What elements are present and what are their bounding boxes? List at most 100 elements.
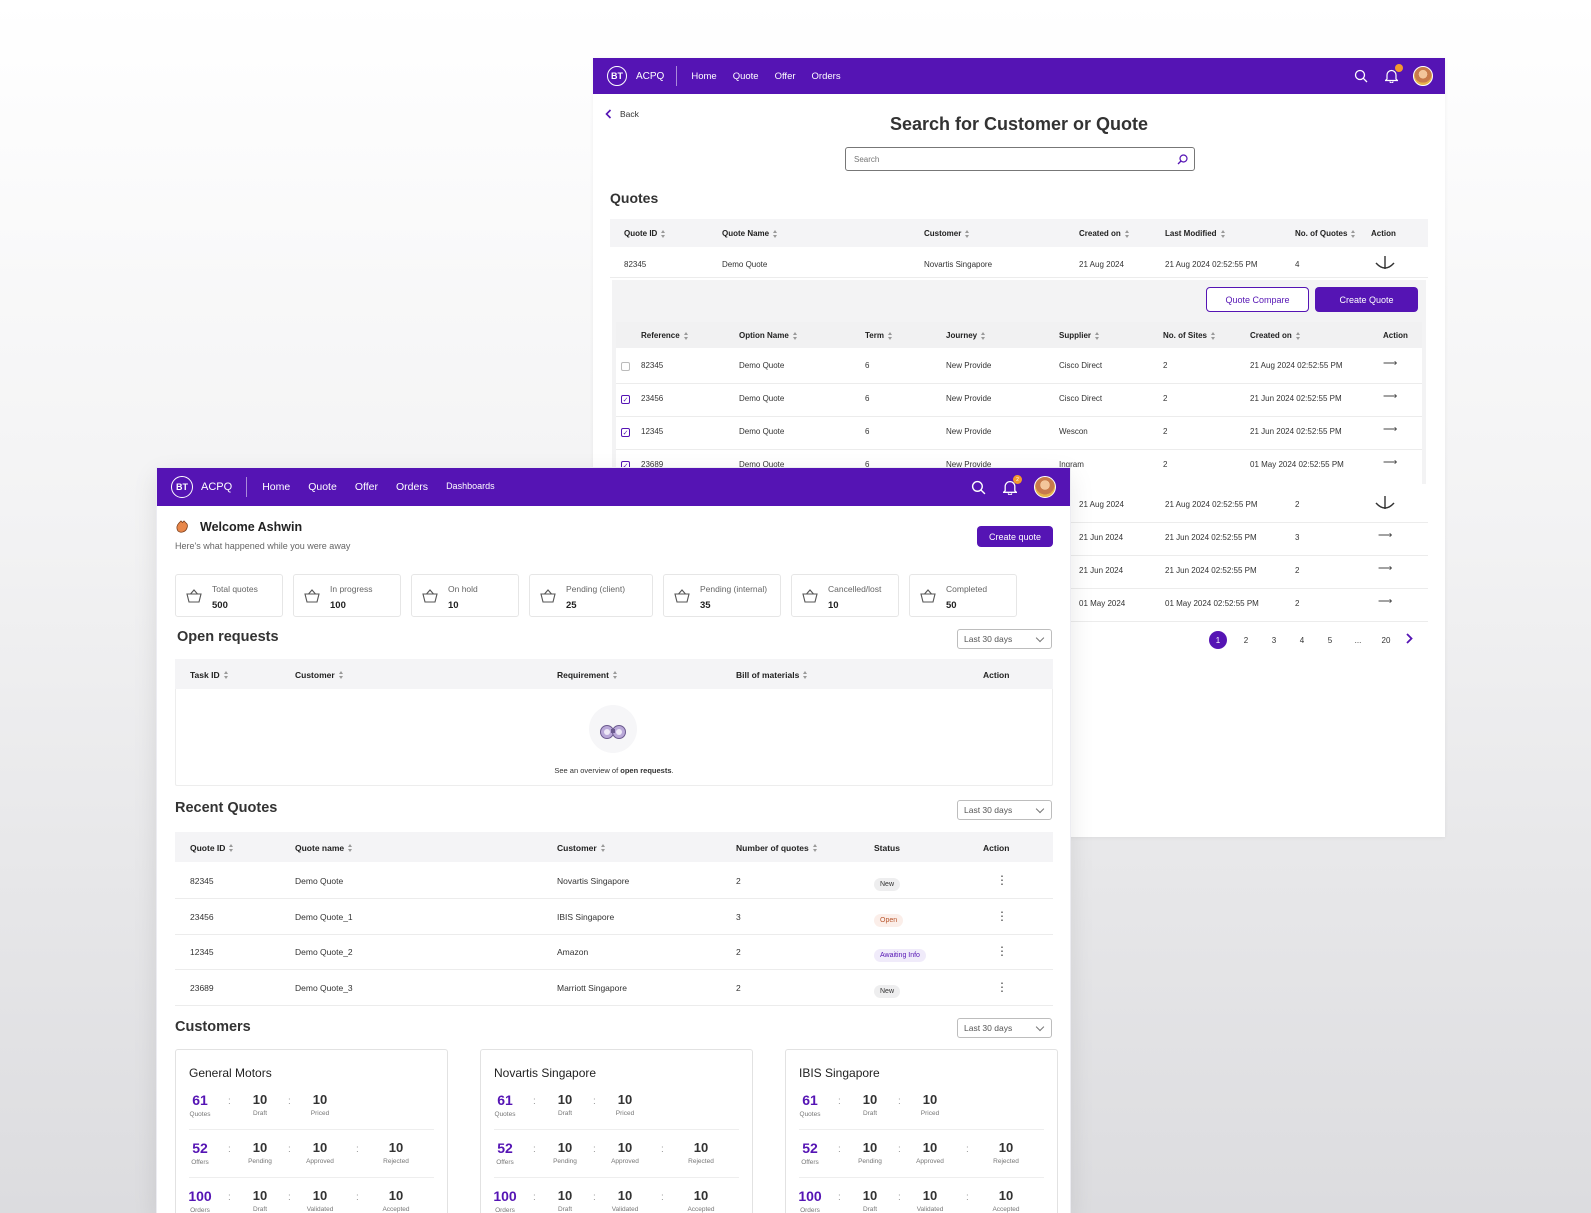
stat-card-total-quotes[interactable]: Total quotes 500 xyxy=(175,574,283,617)
column-header-quote-name[interactable]: Quote Name xyxy=(722,229,778,238)
option-column-term[interactable]: Term xyxy=(865,331,893,340)
sort-icon[interactable] xyxy=(661,229,666,238)
bt-logo[interactable]: BT xyxy=(607,66,627,86)
search-field[interactable] xyxy=(845,147,1195,171)
column-header-last-modified[interactable]: Last Modified xyxy=(1165,229,1226,238)
nav-link-home[interactable]: Home xyxy=(262,481,291,493)
page-5[interactable]: 5 xyxy=(1327,635,1333,645)
customer-card-ibis-singapore[interactable]: IBIS Singapore 61 Quotes: 10 Draft: 10 Priced 5… xyxy=(785,1049,1058,1213)
stat-card-on-hold[interactable]: On hold 10 xyxy=(411,574,519,617)
open-requests-column-bill-of-materials[interactable]: Bill of materials xyxy=(736,670,808,680)
open-requests-column-task-id[interactable]: Task ID xyxy=(190,670,229,680)
quote-compare-button[interactable]: Quote Compare xyxy=(1206,287,1309,312)
nav-link-orders[interactable]: Orders xyxy=(395,481,429,493)
sort-icon[interactable] xyxy=(223,671,229,679)
arrow-right-icon[interactable]: ⟶ xyxy=(1378,563,1393,574)
column-header-quote-id[interactable]: Quote ID xyxy=(624,229,666,238)
stat-card-in-progress[interactable]: In progress 100 xyxy=(293,574,401,617)
nav-link-orders[interactable]: Orders xyxy=(811,70,841,82)
sort-icon[interactable] xyxy=(1124,229,1130,238)
arrow-right-icon[interactable]: ⟶ xyxy=(1383,424,1398,435)
sort-icon[interactable] xyxy=(229,844,234,852)
open-requests-column-requirement[interactable]: Requirement xyxy=(557,670,618,680)
sort-icon[interactable] xyxy=(612,671,618,679)
sort-icon[interactable] xyxy=(1211,331,1216,340)
sort-icon[interactable] xyxy=(1095,331,1100,340)
page-20[interactable]: 20 xyxy=(1381,635,1391,645)
option-column-supplier[interactable]: Supplier xyxy=(1059,331,1100,340)
customer-card-general-motors[interactable]: General Motors 61 Quotes: 10 Draft: 10 Priced 5… xyxy=(175,1049,448,1213)
page-4[interactable]: 4 xyxy=(1299,635,1305,645)
stat-card-cancelled-lost[interactable]: Cancelled/lost 10 xyxy=(791,574,899,617)
chevron-right-icon[interactable] xyxy=(1405,631,1413,649)
create-quote-button[interactable]: Create quote xyxy=(977,526,1053,547)
recent-quotes-column-number-of-quotes[interactable]: Number of quotes xyxy=(736,843,818,853)
sort-icon[interactable] xyxy=(773,229,778,238)
sort-icon[interactable] xyxy=(683,331,689,340)
search-icon[interactable] xyxy=(970,479,986,495)
arrow-right-icon[interactable]: ⟶ xyxy=(1383,358,1398,369)
sort-icon[interactable] xyxy=(812,844,818,852)
option-column-reference[interactable]: Reference xyxy=(641,331,689,340)
arrow-right-icon[interactable]: ⟶ xyxy=(1383,457,1398,468)
option-column-no-of-sites[interactable]: No. of Sites xyxy=(1163,331,1216,340)
more-options-icon[interactable]: ⋮ xyxy=(996,908,1008,923)
option-column-option-name[interactable]: Option Name xyxy=(739,331,798,340)
recent-quotes-column-quote-name[interactable]: Quote name xyxy=(295,843,353,853)
expand-anchor-icon[interactable] xyxy=(1375,495,1395,516)
customers-filter[interactable]: Last 30 days xyxy=(957,1018,1052,1038)
nav-link-offer[interactable]: Offer xyxy=(774,70,796,82)
search-icon[interactable] xyxy=(1177,154,1188,165)
column-header-created-on[interactable]: Created on xyxy=(1079,229,1130,238)
stat-card-pending-client[interactable]: Pending (client) 25 xyxy=(529,574,653,617)
sort-icon[interactable] xyxy=(965,229,970,238)
open-requests-filter[interactable]: Last 30 days xyxy=(957,629,1052,649)
sort-icon[interactable] xyxy=(348,844,353,852)
nav-link-offer[interactable]: Offer xyxy=(354,481,378,493)
sort-icon[interactable] xyxy=(338,671,344,679)
open-requests-column-customer[interactable]: Customer xyxy=(295,670,344,680)
sort-icon[interactable] xyxy=(803,671,808,679)
back-link[interactable]: Back xyxy=(605,109,639,119)
option-checkbox[interactable] xyxy=(621,362,630,371)
bt-logo[interactable]: BT xyxy=(171,476,193,498)
nav-link-quote[interactable]: Quote xyxy=(308,481,337,493)
more-options-icon[interactable]: ⋮ xyxy=(996,979,1008,994)
option-checkbox[interactable]: ✓ xyxy=(621,428,630,437)
bell-icon[interactable] xyxy=(1383,64,1403,84)
sort-icon[interactable] xyxy=(792,331,798,340)
sort-icon[interactable] xyxy=(1351,229,1356,238)
option-column-created-on[interactable]: Created on xyxy=(1250,331,1301,340)
stat-card-pending-internal[interactable]: Pending (internal) 35 xyxy=(663,574,781,617)
customer-card-novartis-singapore[interactable]: Novartis Singapore 61 Quotes: 10 Draft: 10 Pri… xyxy=(480,1049,753,1213)
recent-quotes-column-customer[interactable]: Customer xyxy=(557,843,606,853)
user-avatar[interactable] xyxy=(1413,66,1433,86)
column-header-customer[interactable]: Customer xyxy=(924,229,970,238)
more-options-icon[interactable]: ⋮ xyxy=(996,944,1008,958)
search-icon[interactable] xyxy=(1353,68,1369,84)
arrow-right-icon[interactable]: ⟶ xyxy=(1378,530,1393,541)
recent-quotes-filter[interactable]: Last 30 days xyxy=(957,800,1052,820)
page-1[interactable]: 1 xyxy=(1209,631,1227,649)
column-header-no-of-quotes[interactable]: No. of Quotes xyxy=(1295,229,1356,238)
bell-icon[interactable]: 2 xyxy=(1002,475,1022,495)
nav-link-home[interactable]: Home xyxy=(691,70,717,82)
stat-card-completed[interactable]: Completed 50 xyxy=(909,574,1017,617)
sort-icon[interactable] xyxy=(1220,229,1226,238)
arrow-right-icon[interactable]: ⟶ xyxy=(1383,391,1398,402)
sort-icon[interactable] xyxy=(1295,331,1301,340)
recent-quotes-column-quote-id[interactable]: Quote ID xyxy=(190,843,234,853)
page-3[interactable]: 3 xyxy=(1271,635,1277,645)
sort-icon[interactable] xyxy=(981,331,986,340)
expand-anchor-icon[interactable] xyxy=(1375,255,1395,271)
nav-link-quote[interactable]: Quote xyxy=(732,70,759,82)
sort-icon[interactable] xyxy=(600,844,606,852)
sort-icon[interactable] xyxy=(887,331,893,340)
user-avatar[interactable] xyxy=(1034,476,1056,498)
more-options-icon[interactable]: ⋮ xyxy=(996,873,1008,887)
create-quote-button[interactable]: Create Quote xyxy=(1315,287,1418,312)
nav-link-dashboards[interactable]: Dashboards xyxy=(446,481,495,491)
option-column-journey[interactable]: Journey xyxy=(946,331,986,340)
page-2[interactable]: 2 xyxy=(1243,635,1249,645)
option-checkbox[interactable]: ✓ xyxy=(621,395,630,404)
